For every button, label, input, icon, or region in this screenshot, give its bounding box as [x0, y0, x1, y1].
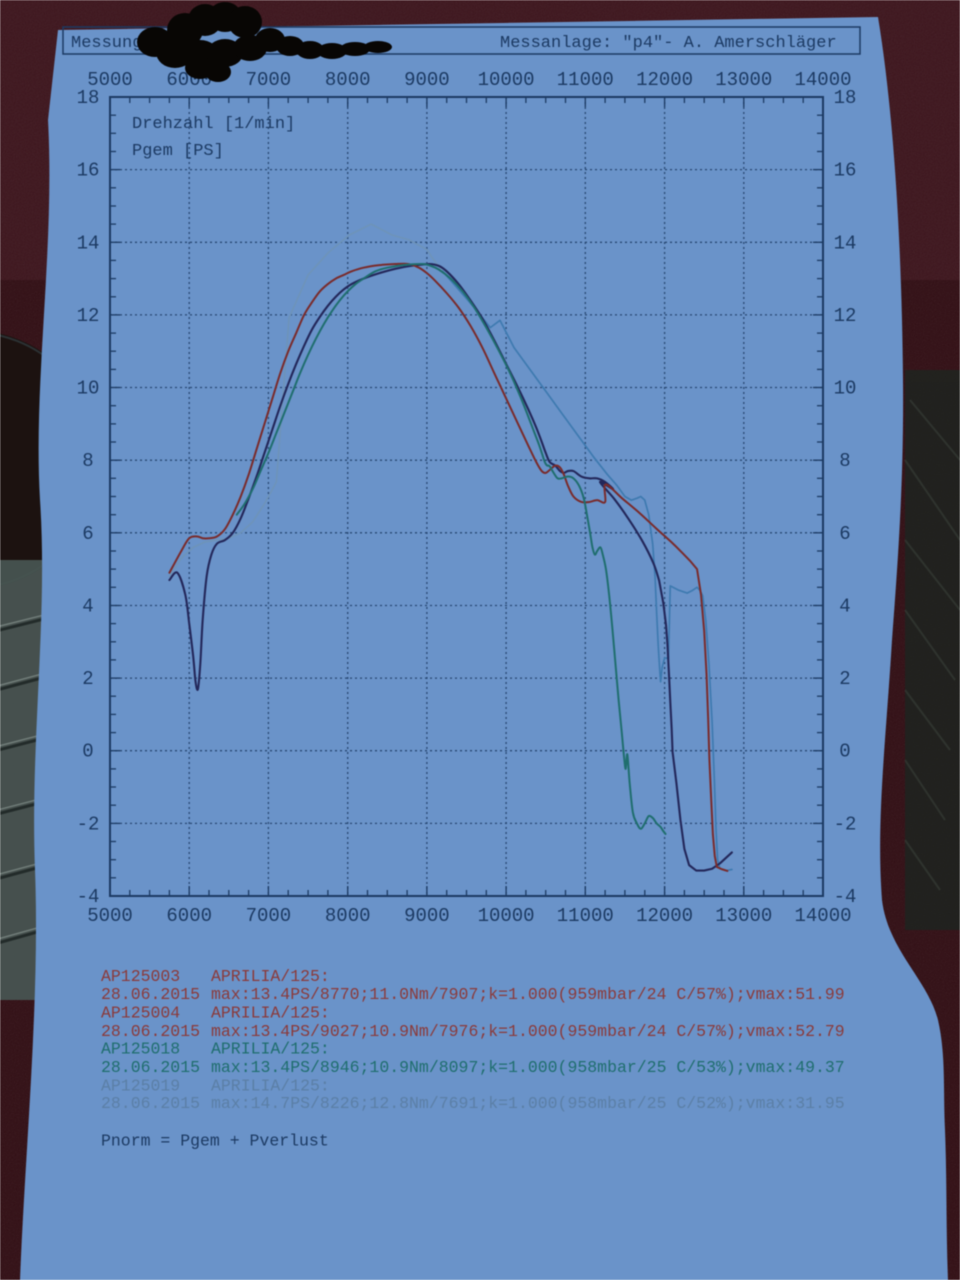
svg-text:4: 4: [839, 596, 850, 618]
svg-text:9000: 9000: [404, 905, 450, 927]
svg-text:12000: 12000: [636, 69, 693, 91]
svg-text:AP125019: AP125019: [101, 1076, 180, 1095]
svg-text:8: 8: [82, 450, 93, 472]
svg-text:max:13.4PS/8946;10.9Nm/8097;k=: max:13.4PS/8946;10.9Nm/8097;k=1.000(958m…: [211, 1058, 845, 1077]
svg-text:7000: 7000: [246, 69, 292, 91]
svg-text:6: 6: [82, 523, 93, 545]
svg-text:-2: -2: [77, 813, 100, 835]
svg-text:APRILIA/125:: APRILIA/125:: [211, 967, 330, 986]
svg-text:8: 8: [839, 450, 850, 472]
svg-text:8000: 8000: [325, 905, 371, 927]
svg-text:28.06.2015: 28.06.2015: [101, 1058, 200, 1077]
svg-text:2: 2: [82, 668, 93, 690]
svg-text:11000: 11000: [557, 69, 614, 91]
svg-text:18: 18: [834, 87, 857, 109]
svg-text:10000: 10000: [478, 69, 535, 91]
svg-text:APRILIA/125:: APRILIA/125:: [211, 1076, 330, 1095]
svg-text:6: 6: [839, 523, 850, 545]
svg-text:14000: 14000: [794, 905, 851, 927]
svg-text:11000: 11000: [557, 905, 614, 927]
svg-text:10: 10: [77, 378, 100, 400]
svg-text:APRILIA/125:: APRILIA/125:: [211, 1004, 330, 1023]
svg-text:6000: 6000: [166, 905, 212, 927]
svg-text:14: 14: [834, 232, 857, 254]
svg-text:28.06.2015: 28.06.2015: [101, 1022, 200, 1041]
svg-text:AP125018: AP125018: [101, 1040, 180, 1059]
svg-text:APRILIA/125:: APRILIA/125:: [211, 1040, 330, 1059]
svg-text:16: 16: [77, 160, 100, 182]
svg-text:-4: -4: [77, 886, 100, 908]
svg-text:-2: -2: [834, 813, 857, 835]
svg-text:12: 12: [834, 305, 857, 327]
svg-text:Pnorm = Pgem + Pverlust: Pnorm = Pgem + Pverlust: [101, 1132, 329, 1151]
svg-text:max:13.4PS/8770;11.0Nm/7907;k=: max:13.4PS/8770;11.0Nm/7907;k=1.000(959m…: [211, 985, 845, 1004]
svg-text:AP125004: AP125004: [101, 1004, 180, 1023]
svg-text:12000: 12000: [636, 905, 693, 927]
svg-text:Pgem [PS]: Pgem [PS]: [132, 142, 224, 161]
svg-text:0: 0: [82, 741, 93, 763]
svg-text:28.06.2015: 28.06.2015: [101, 1094, 200, 1113]
svg-text:14: 14: [77, 232, 100, 254]
svg-text:13000: 13000: [715, 69, 772, 91]
svg-text:16: 16: [834, 160, 857, 182]
svg-text:7000: 7000: [246, 905, 292, 927]
svg-text:Drehzahl [1/min]: Drehzahl [1/min]: [132, 115, 295, 134]
svg-text:18: 18: [77, 87, 100, 109]
svg-text:5000: 5000: [87, 905, 133, 927]
svg-text:10000: 10000: [478, 905, 535, 927]
svg-text:0: 0: [839, 741, 850, 763]
svg-text:13000: 13000: [715, 905, 772, 927]
svg-text:4: 4: [82, 596, 93, 618]
svg-text:12: 12: [77, 305, 100, 327]
svg-text:8000: 8000: [325, 69, 371, 91]
svg-text:-4: -4: [834, 886, 857, 908]
svg-text:max:13.4PS/9027;10.9Nm/7976;k=: max:13.4PS/9027;10.9Nm/7976;k=1.000(959m…: [211, 1022, 845, 1041]
svg-text:Messanlage: "p4"- A. Amerschlä: Messanlage: "p4"- A. Amerschläger: [500, 34, 837, 53]
svg-text:max:14.7PS/8226;12.8Nm/7691;k=: max:14.7PS/8226;12.8Nm/7691;k=1.000(958m…: [211, 1094, 845, 1113]
svg-text:2: 2: [839, 668, 850, 690]
svg-text:9000: 9000: [404, 69, 450, 91]
svg-text:AP125003: AP125003: [101, 967, 180, 986]
svg-text:28.06.2015: 28.06.2015: [101, 985, 200, 1004]
svg-text:10: 10: [834, 378, 857, 400]
